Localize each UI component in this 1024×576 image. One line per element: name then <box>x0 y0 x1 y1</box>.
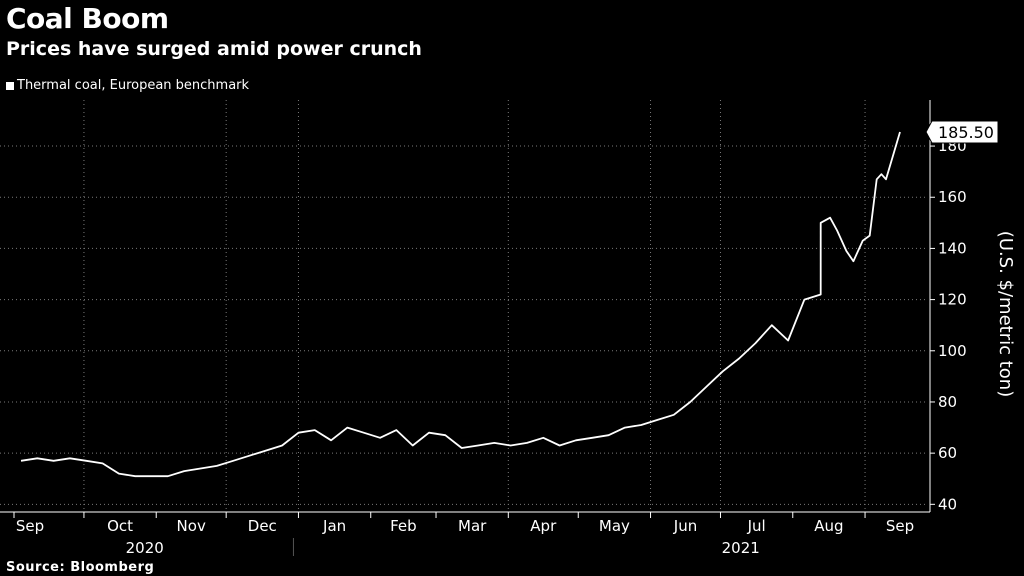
x-tick-label: Sep <box>16 517 44 535</box>
x-tick-label: Dec <box>248 517 277 535</box>
x-tick-label: Sep <box>886 517 914 535</box>
y-tick-label: 120 <box>938 291 967 309</box>
y-axis-title: (U.S. $/metric ton) <box>995 231 1016 398</box>
x-tick-label: Mar <box>458 517 487 535</box>
x-tick-label: Oct <box>107 517 133 535</box>
x-tick-label: Apr <box>530 517 557 535</box>
source-note: Source: Bloomberg <box>6 560 155 575</box>
legend: Thermal coal, European benchmark <box>6 78 249 93</box>
y-tick-label: 140 <box>938 239 967 257</box>
y-tick-label: 40 <box>938 495 957 513</box>
x-tick-label: Feb <box>390 517 417 535</box>
x-tick-label: Aug <box>814 517 843 535</box>
x-tick-label: May <box>599 517 630 535</box>
series-line-thermal-coal <box>20 131 901 478</box>
last-value-label: 185.50 <box>938 123 994 142</box>
x-tick-label: Nov <box>177 517 206 535</box>
year-label-2020: 2020 <box>126 539 164 557</box>
last-value-badge <box>925 120 999 144</box>
chart-title: Coal Boom <box>6 2 169 35</box>
y-tick-label: 60 <box>938 444 957 462</box>
y-tick-label: 80 <box>938 393 957 411</box>
year-label-2021: 2021 <box>722 539 760 557</box>
y-tick-label: 100 <box>938 342 967 360</box>
y-tick-label: 160 <box>938 188 967 206</box>
legend-label: Thermal coal, European benchmark <box>17 78 250 93</box>
x-tick-label: Jun <box>673 517 697 535</box>
x-tick-label: Jul <box>747 517 766 535</box>
legend-swatch <box>6 81 14 90</box>
chart-subtitle: Prices have surged amid power crunch <box>6 38 422 60</box>
x-tick-label: Jan <box>322 517 346 535</box>
